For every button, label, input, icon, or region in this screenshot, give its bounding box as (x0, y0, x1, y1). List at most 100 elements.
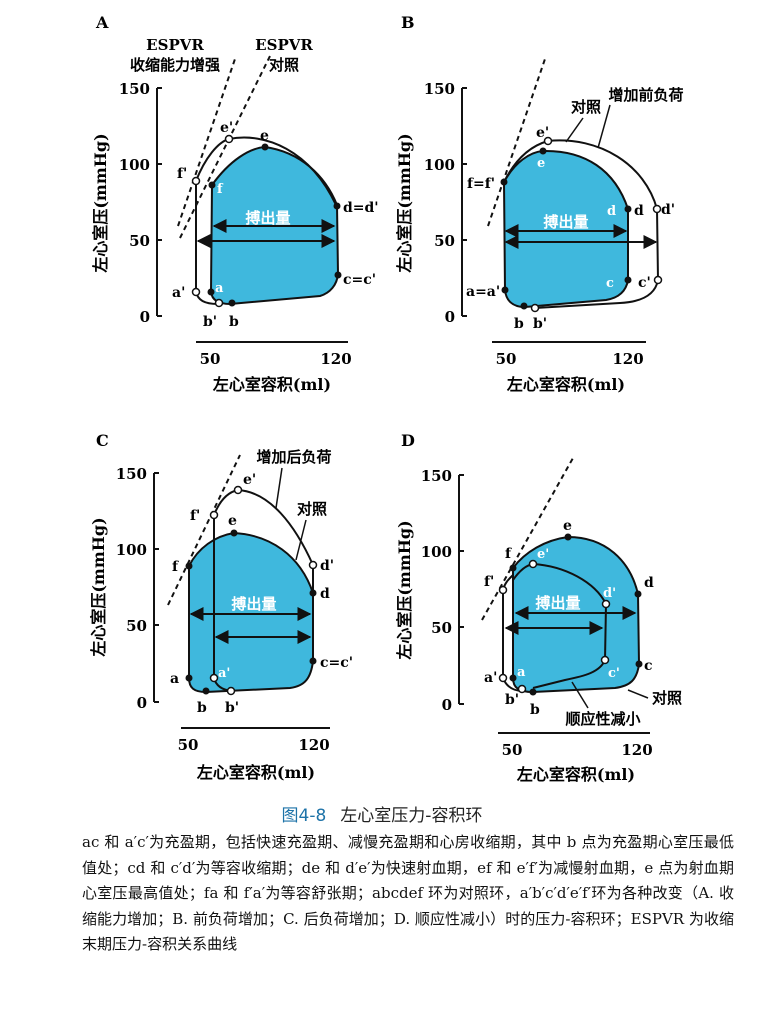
y-tick: 100 (424, 156, 455, 174)
x-tick: 50 (502, 741, 523, 759)
annotation: 增加前负荷 (608, 86, 683, 104)
point-label: f' (177, 166, 187, 182)
point-label: a' (172, 285, 185, 301)
point-label: d (634, 203, 644, 219)
x-tick: 50 (178, 736, 199, 754)
panel-letter: D (401, 431, 415, 450)
annotation: 对照 (297, 500, 327, 518)
point-label: d (607, 204, 616, 219)
annotation: 对照 (269, 56, 299, 74)
x-tick: 120 (298, 736, 329, 754)
point-label: e' (536, 125, 549, 141)
annotation: 增加后负荷 (256, 448, 331, 466)
point-label: d (320, 586, 330, 602)
point-label: c (644, 658, 653, 674)
point-label: a' (484, 670, 497, 686)
y-tick: 100 (421, 543, 452, 561)
x-tick: 120 (621, 741, 652, 759)
point-label: c' (638, 275, 651, 291)
y-tick: 50 (434, 232, 455, 250)
changed-loop (195, 136, 337, 292)
y-axis-label: 左心室压(mmHg) (395, 520, 414, 660)
x-axis-label: 左心室容积(ml) (506, 375, 625, 394)
point-label: e' (537, 547, 549, 562)
annotation: 收缩能力增强 (130, 56, 220, 74)
y-tick: 50 (126, 617, 147, 635)
point-label: b (197, 700, 207, 716)
y-tick: 150 (119, 80, 150, 98)
point-label: b' (505, 692, 519, 708)
y-axis-label: 左心室压(mmHg) (395, 133, 414, 273)
point-label: d' (320, 558, 334, 574)
pv-loop-figure: A 150 100 50 0 50 120 左心室容积(ml) 左心室压(mmH… (89, 13, 684, 784)
point-label: a=a' (466, 284, 500, 300)
espvr-line (179, 55, 271, 239)
point-label: e' (220, 120, 233, 136)
y-tick: 50 (431, 619, 452, 637)
annotation: 对照 (571, 98, 601, 116)
point-label: c' (608, 666, 620, 681)
point-label: f (217, 182, 224, 197)
y-axis-label: 左心室压(mmHg) (91, 133, 110, 273)
point-label: b (229, 314, 239, 330)
y-tick: 100 (119, 156, 150, 174)
point-label: b (514, 316, 524, 332)
point-label: c=c' (320, 655, 353, 671)
point-label: a (170, 671, 179, 687)
point-label: f (172, 559, 179, 575)
point-label: a' (218, 666, 230, 681)
point-label: d (644, 575, 654, 591)
point-label: a (517, 665, 526, 680)
point-label: e (228, 513, 237, 529)
point-label: c (606, 276, 614, 291)
point-label: b' (533, 316, 547, 332)
point-label: f' (484, 574, 494, 590)
panel-letter: B (401, 13, 415, 32)
figure-title: 左心室压力-容积环 (340, 806, 483, 826)
point-label: d' (603, 586, 616, 601)
point-label: e (563, 518, 572, 534)
x-tick: 120 (612, 350, 643, 368)
y-tick: 150 (421, 467, 452, 485)
annotation: 顺应性减小 (565, 710, 640, 728)
stroke-volume-label: 搏出量 (231, 595, 276, 613)
figure-caption-body: ac 和 a′c′为充盈期，包括快速充盈期、减慢充盈期和心房收缩期，其中 b 点… (82, 833, 734, 953)
x-axis-label: 左心室容积(ml) (196, 763, 315, 782)
x-axis-label: 左心室容积(ml) (516, 765, 635, 784)
x-tick: 120 (320, 350, 351, 368)
point-label: d=d' (343, 200, 379, 216)
point-label: b' (203, 314, 217, 330)
point-label: e (260, 128, 269, 144)
y-tick: 0 (445, 308, 455, 326)
point-label: e' (243, 472, 256, 488)
y-tick: 150 (116, 465, 147, 483)
y-axis-label: 左心室压(mmHg) (89, 517, 108, 657)
stroke-volume-label: 搏出量 (535, 594, 580, 612)
panel-d: D 150 100 50 0 50 120 左心室容积(ml) 左心室压(mmH… (395, 431, 682, 784)
y-tick: 150 (424, 80, 455, 98)
y-tick: 100 (116, 541, 147, 559)
x-tick: 50 (496, 350, 517, 368)
espvr-line (177, 55, 237, 227)
panel-letter: A (95, 13, 109, 32)
stroke-volume-label: 搏出量 (543, 213, 588, 231)
y-tick: 0 (140, 308, 150, 326)
annotation: ESPVR (255, 36, 313, 54)
stroke-volume-label: 搏出量 (245, 209, 290, 227)
x-tick: 50 (200, 350, 221, 368)
y-tick: 0 (442, 696, 452, 714)
point-label: b' (225, 700, 239, 716)
panel-b: B 150 100 50 0 50 120 左心室容积(ml) 左心室压(mmH… (395, 13, 684, 394)
figure-number: 图4-8 (281, 806, 327, 826)
point-label: c=c' (343, 272, 376, 288)
y-tick: 0 (137, 694, 147, 712)
figure-caption-title: 图4-8 左心室压力-容积环 (0, 801, 764, 826)
panel-letter: C (96, 431, 109, 450)
point-label: a (215, 281, 224, 296)
point-label: f (505, 546, 512, 562)
point-label: b (530, 702, 540, 718)
point-label: f' (190, 508, 200, 524)
y-tick: 50 (129, 232, 150, 250)
point-label: d' (661, 202, 675, 218)
annotation: ESPVR (146, 36, 204, 54)
